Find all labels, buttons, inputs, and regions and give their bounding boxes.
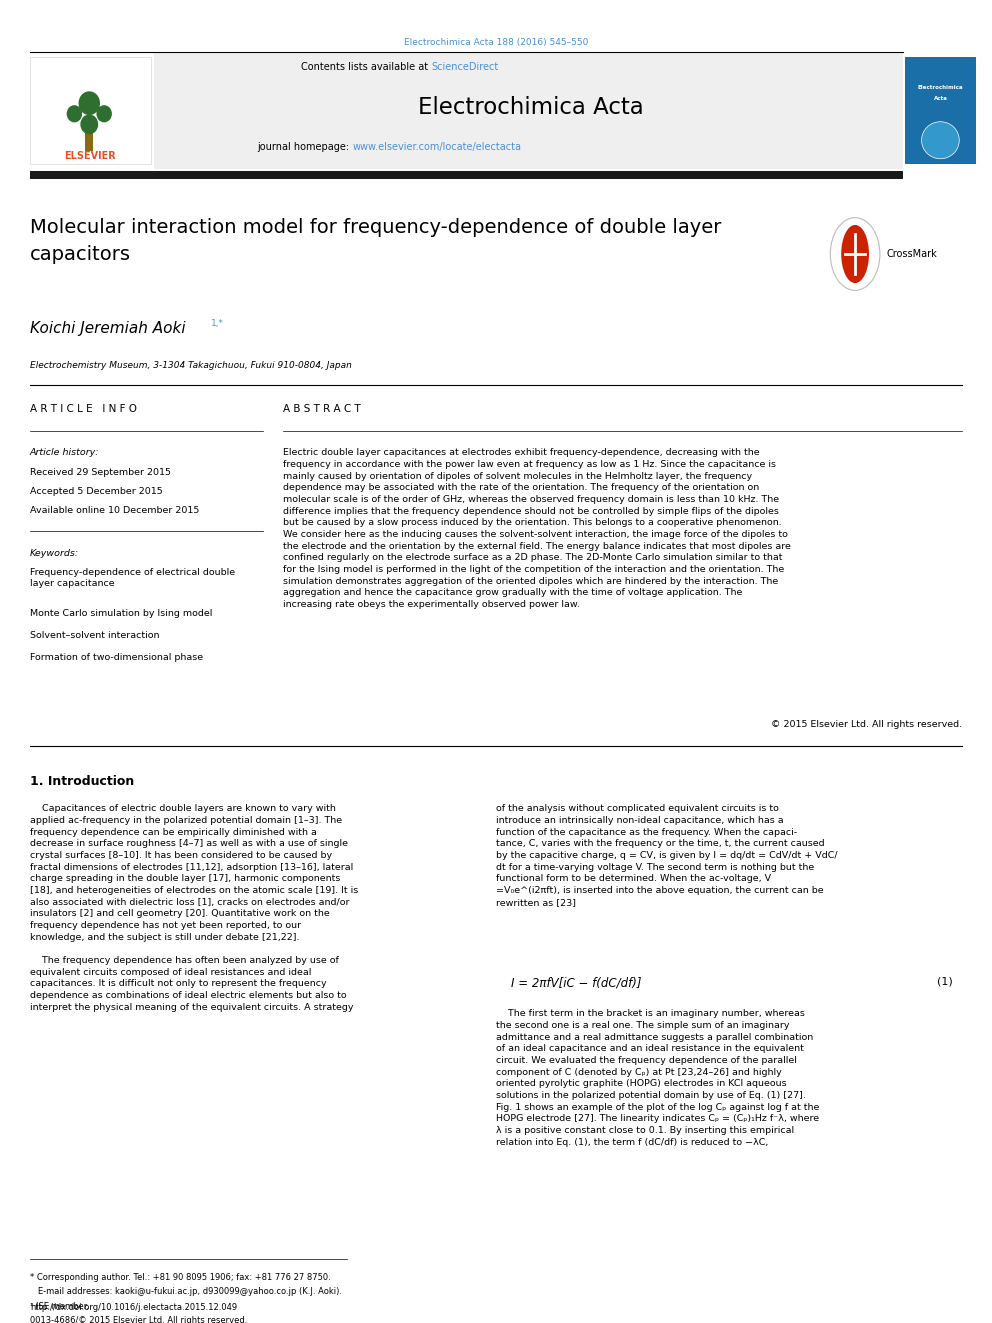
Bar bbox=[905, 57, 976, 164]
Ellipse shape bbox=[830, 218, 880, 291]
Text: E-mail addresses: kaoki@u-fukui.ac.jp, d930099@yahoo.co.jp (K.J. Aoki).: E-mail addresses: kaoki@u-fukui.ac.jp, d… bbox=[30, 1287, 342, 1297]
Text: 1,*: 1,* bbox=[211, 319, 224, 328]
Ellipse shape bbox=[78, 91, 100, 115]
Text: www.elsevier.com/locate/electacta: www.elsevier.com/locate/electacta bbox=[352, 142, 521, 152]
Ellipse shape bbox=[66, 106, 82, 123]
Text: © 2015 Elsevier Ltd. All rights reserved.: © 2015 Elsevier Ltd. All rights reserved… bbox=[771, 720, 962, 729]
Text: (1): (1) bbox=[937, 976, 953, 987]
Text: Electrochemistry Museum, 3-1304 Takagichuou, Fukui 910-0804, Japan: Electrochemistry Museum, 3-1304 Takagich… bbox=[30, 361, 351, 370]
Ellipse shape bbox=[96, 106, 112, 123]
Text: Keywords:: Keywords: bbox=[30, 549, 79, 558]
Ellipse shape bbox=[922, 122, 959, 159]
Text: Formation of two-dimensional phase: Formation of two-dimensional phase bbox=[30, 654, 203, 662]
Text: A R T I C L E   I N F O: A R T I C L E I N F O bbox=[30, 404, 137, 414]
Text: Capacitances of electric double layers are known to vary with
applied ac-frequen: Capacitances of electric double layers a… bbox=[30, 804, 358, 1012]
Text: I = 2πfV[iC − f(dC/df)]: I = 2πfV[iC − f(dC/df)] bbox=[511, 976, 642, 990]
Bar bbox=[30, 171, 903, 179]
Text: Electric double layer capacitances at electrodes exhibit frequency-dependence, d: Electric double layer capacitances at el… bbox=[283, 448, 791, 609]
Text: Monte Carlo simulation by Ising model: Monte Carlo simulation by Ising model bbox=[30, 610, 212, 618]
Text: Electrochimica Acta: Electrochimica Acta bbox=[418, 95, 644, 119]
Ellipse shape bbox=[80, 114, 98, 134]
Ellipse shape bbox=[841, 225, 869, 283]
Text: 1. Introduction: 1. Introduction bbox=[30, 775, 134, 789]
Text: CrossMark: CrossMark bbox=[887, 249, 937, 259]
Text: of the analysis without complicated equivalent circuits is to
introduce an intri: of the analysis without complicated equi… bbox=[496, 804, 837, 906]
Text: Frequency-dependence of electrical double
layer capacitance: Frequency-dependence of electrical doubl… bbox=[30, 569, 235, 589]
Text: http://dx.doi.org/10.1016/j.electacta.2015.12.049: http://dx.doi.org/10.1016/j.electacta.20… bbox=[30, 1303, 237, 1312]
Text: Article history:: Article history: bbox=[30, 448, 99, 458]
Text: The first term in the bracket is an imaginary number, whereas
the second one is : The first term in the bracket is an imag… bbox=[496, 1009, 819, 1147]
Text: ScienceDirect: ScienceDirect bbox=[432, 62, 499, 73]
Text: journal homepage:: journal homepage: bbox=[257, 142, 352, 152]
Text: Solvent–solvent interaction: Solvent–solvent interaction bbox=[30, 631, 160, 640]
Bar bbox=[85, 127, 93, 151]
Text: Contents lists available at: Contents lists available at bbox=[302, 62, 432, 73]
Text: Accepted 5 December 2015: Accepted 5 December 2015 bbox=[30, 487, 163, 496]
Text: A B S T R A C T: A B S T R A C T bbox=[283, 404, 360, 414]
Text: Molecular interaction model for frequency-dependence of double layer
capacitors: Molecular interaction model for frequenc… bbox=[30, 218, 721, 263]
Text: ELSEVIER: ELSEVIER bbox=[64, 151, 116, 161]
Text: Acta: Acta bbox=[933, 95, 947, 101]
Text: ¹ ISE member.: ¹ ISE member. bbox=[30, 1302, 89, 1311]
Text: Electrochimica Acta 188 (2016) 545–550: Electrochimica Acta 188 (2016) 545–550 bbox=[404, 38, 588, 46]
Text: Received 29 September 2015: Received 29 September 2015 bbox=[30, 468, 171, 476]
Text: 0013-4686/© 2015 Elsevier Ltd. All rights reserved.: 0013-4686/© 2015 Elsevier Ltd. All right… bbox=[30, 1316, 247, 1323]
Text: Koichi Jeremiah Aoki: Koichi Jeremiah Aoki bbox=[30, 321, 186, 336]
Bar bbox=[30, 57, 151, 164]
Text: Available online 10 December 2015: Available online 10 December 2015 bbox=[30, 507, 199, 515]
Bar bbox=[154, 52, 903, 169]
Text: * Corresponding author. Tel.: +81 90 8095 1906; fax: +81 776 27 8750.: * Corresponding author. Tel.: +81 90 809… bbox=[30, 1273, 330, 1282]
Text: Electrochimica: Electrochimica bbox=[918, 85, 963, 90]
